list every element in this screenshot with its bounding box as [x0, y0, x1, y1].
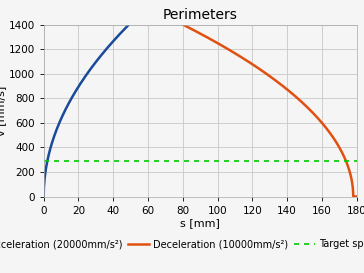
Deceleration (10000mm/s²): [319, 121, 324, 124]
Target speed = 173 mm: [41, 159, 46, 162]
Acceleration (20000mm/s²): [127, 23, 131, 26]
Target speed = 173 mm: [43, 159, 48, 162]
Acceleration (20000mm/s²): [110, 41, 114, 44]
Deceleration (10000mm/s²): [351, 195, 356, 198]
Deceleration (10000mm/s²): [181, 23, 185, 26]
Deceleration (10000mm/s²): [355, 195, 359, 198]
Acceleration (20000mm/s²): [79, 81, 83, 84]
Acceleration (20000mm/s²): [41, 195, 46, 198]
Deceleration (10000mm/s²): [316, 117, 321, 120]
Acceleration (20000mm/s²): [100, 52, 104, 56]
Acceleration (20000mm/s²): [50, 140, 55, 143]
Line: Deceleration (10000mm/s²): Deceleration (10000mm/s²): [183, 25, 357, 197]
Deceleration (10000mm/s²): [257, 67, 262, 71]
Acceleration (20000mm/s²): [76, 85, 80, 89]
Acceleration (20000mm/s²): [108, 43, 112, 46]
Deceleration (10000mm/s²): [300, 101, 304, 104]
Title: Perimeters: Perimeters: [163, 8, 238, 22]
X-axis label: s [mm]: s [mm]: [180, 218, 220, 229]
Legend: Acceleration (20000mm/s²), Deceleration (10000mm/s²), Target speed = 173 mm: Acceleration (20000mm/s²), Deceleration …: [0, 239, 364, 249]
Y-axis label: v [mm/s]: v [mm/s]: [0, 85, 5, 136]
Line: Acceleration (20000mm/s²): Acceleration (20000mm/s²): [44, 25, 129, 197]
Deceleration (10000mm/s²): [251, 63, 255, 66]
Deceleration (10000mm/s²): [198, 32, 203, 35]
